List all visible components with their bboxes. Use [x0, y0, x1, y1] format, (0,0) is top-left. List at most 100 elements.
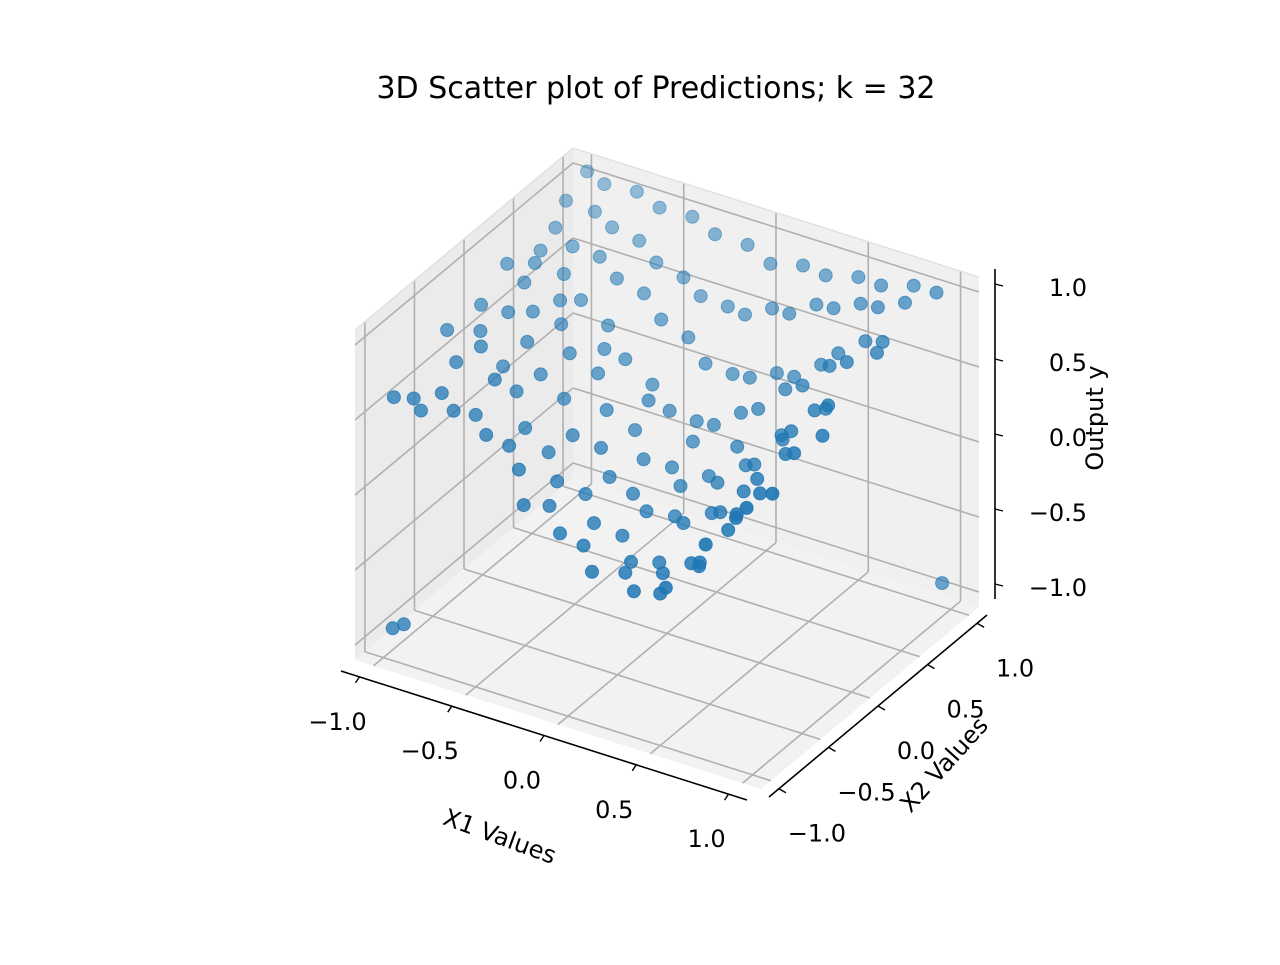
data-point — [822, 358, 837, 373]
data-point — [795, 378, 810, 393]
output-y-tick-mark-0 — [994, 583, 1004, 587]
data-point — [765, 486, 780, 501]
data-point — [639, 504, 654, 519]
data-point — [585, 564, 599, 579]
x1-tick-label: 0.0 — [503, 767, 541, 795]
data-point — [578, 487, 593, 501]
data-point — [831, 346, 846, 361]
data-point — [710, 475, 725, 490]
output-y-tick-mark-4 — [994, 283, 1004, 287]
x2-tick-label: 0.0 — [897, 737, 935, 765]
data-point — [518, 421, 533, 435]
x2-tick-mark-0 — [778, 788, 787, 794]
gridline-y-backwall-4 — [572, 162, 980, 293]
data-point — [654, 312, 669, 327]
data-point — [736, 484, 751, 499]
data-point — [597, 342, 612, 356]
data-point — [446, 403, 461, 418]
x2-tick-mark-4 — [976, 622, 985, 628]
data-point — [636, 452, 651, 467]
output-y-tick-label: 0.5 — [1049, 349, 1087, 377]
tick-labels: −1.0−1.0−1.0−0.5−0.5−0.50.00.00.00.50.50… — [308, 274, 1087, 853]
chart-title: 3D Scatter plot of Predictions; k = 32 — [376, 71, 935, 106]
output-y-tick-mark-2 — [994, 433, 1004, 437]
data-point — [599, 403, 614, 417]
data-point — [673, 479, 688, 493]
data-point — [750, 471, 765, 486]
data-point — [655, 566, 670, 581]
data-point — [414, 403, 428, 418]
data-point — [587, 204, 602, 219]
data-point — [594, 440, 608, 455]
data-point — [698, 537, 713, 552]
data-point — [740, 237, 755, 252]
data-point — [685, 434, 700, 449]
data-point — [618, 352, 633, 367]
data-point — [501, 305, 516, 320]
data-point — [809, 297, 824, 312]
data-point — [565, 239, 580, 254]
output-y-axis-label: Output y — [1081, 365, 1109, 470]
x1-tick-mark-2 — [539, 735, 545, 742]
output-y-tick-label: 0.0 — [1049, 424, 1087, 452]
x2-tick-label: −1.0 — [788, 820, 846, 848]
data-point — [562, 346, 577, 361]
data-point — [533, 243, 548, 258]
pane-edge-top-left — [354, 147, 574, 331]
data-point — [541, 445, 556, 460]
gridline-y-leftwall-2 — [354, 312, 574, 496]
data-point — [645, 377, 660, 392]
data-point — [815, 428, 830, 443]
data-point — [662, 403, 677, 418]
data-point — [706, 417, 721, 432]
data-point — [527, 256, 542, 270]
data-point — [580, 164, 595, 179]
data-point — [574, 293, 588, 308]
data-point — [449, 355, 464, 370]
data-point — [629, 184, 644, 199]
data-point — [689, 414, 704, 429]
data-point — [739, 500, 754, 515]
data-point — [565, 428, 580, 443]
data-point — [597, 177, 612, 192]
data-point — [676, 516, 691, 530]
data-point — [601, 318, 616, 333]
data-point — [870, 345, 884, 360]
data-point — [496, 359, 511, 374]
gridline-x1-floor-3 — [649, 571, 869, 755]
data-point — [624, 554, 638, 569]
data-point — [632, 233, 647, 248]
data-point — [729, 510, 743, 525]
data-point — [665, 460, 679, 475]
data-point — [747, 457, 762, 472]
data-point — [906, 278, 921, 293]
gridline-y-backwall-3 — [572, 237, 980, 368]
data-point — [796, 258, 810, 273]
data-point — [626, 584, 641, 599]
data-point — [649, 255, 664, 270]
data-point — [618, 565, 633, 580]
data-point — [734, 405, 748, 420]
data-point — [821, 398, 836, 413]
data-point — [818, 268, 833, 283]
data-point — [473, 324, 488, 338]
data-point — [542, 498, 557, 513]
data-point — [929, 285, 944, 300]
data-point — [474, 297, 489, 312]
data-point — [685, 209, 700, 224]
data-point — [784, 424, 799, 439]
data-point — [548, 220, 563, 235]
data-point — [500, 256, 515, 271]
data-point — [502, 438, 517, 453]
data-point — [730, 439, 745, 454]
data-point — [591, 366, 606, 381]
data-point — [725, 367, 740, 381]
data-point — [721, 523, 736, 537]
data-point — [708, 227, 722, 242]
data-point — [720, 299, 735, 314]
data-point — [935, 576, 950, 591]
data-point — [440, 323, 455, 337]
data-point — [839, 355, 854, 370]
data-point — [742, 370, 757, 385]
